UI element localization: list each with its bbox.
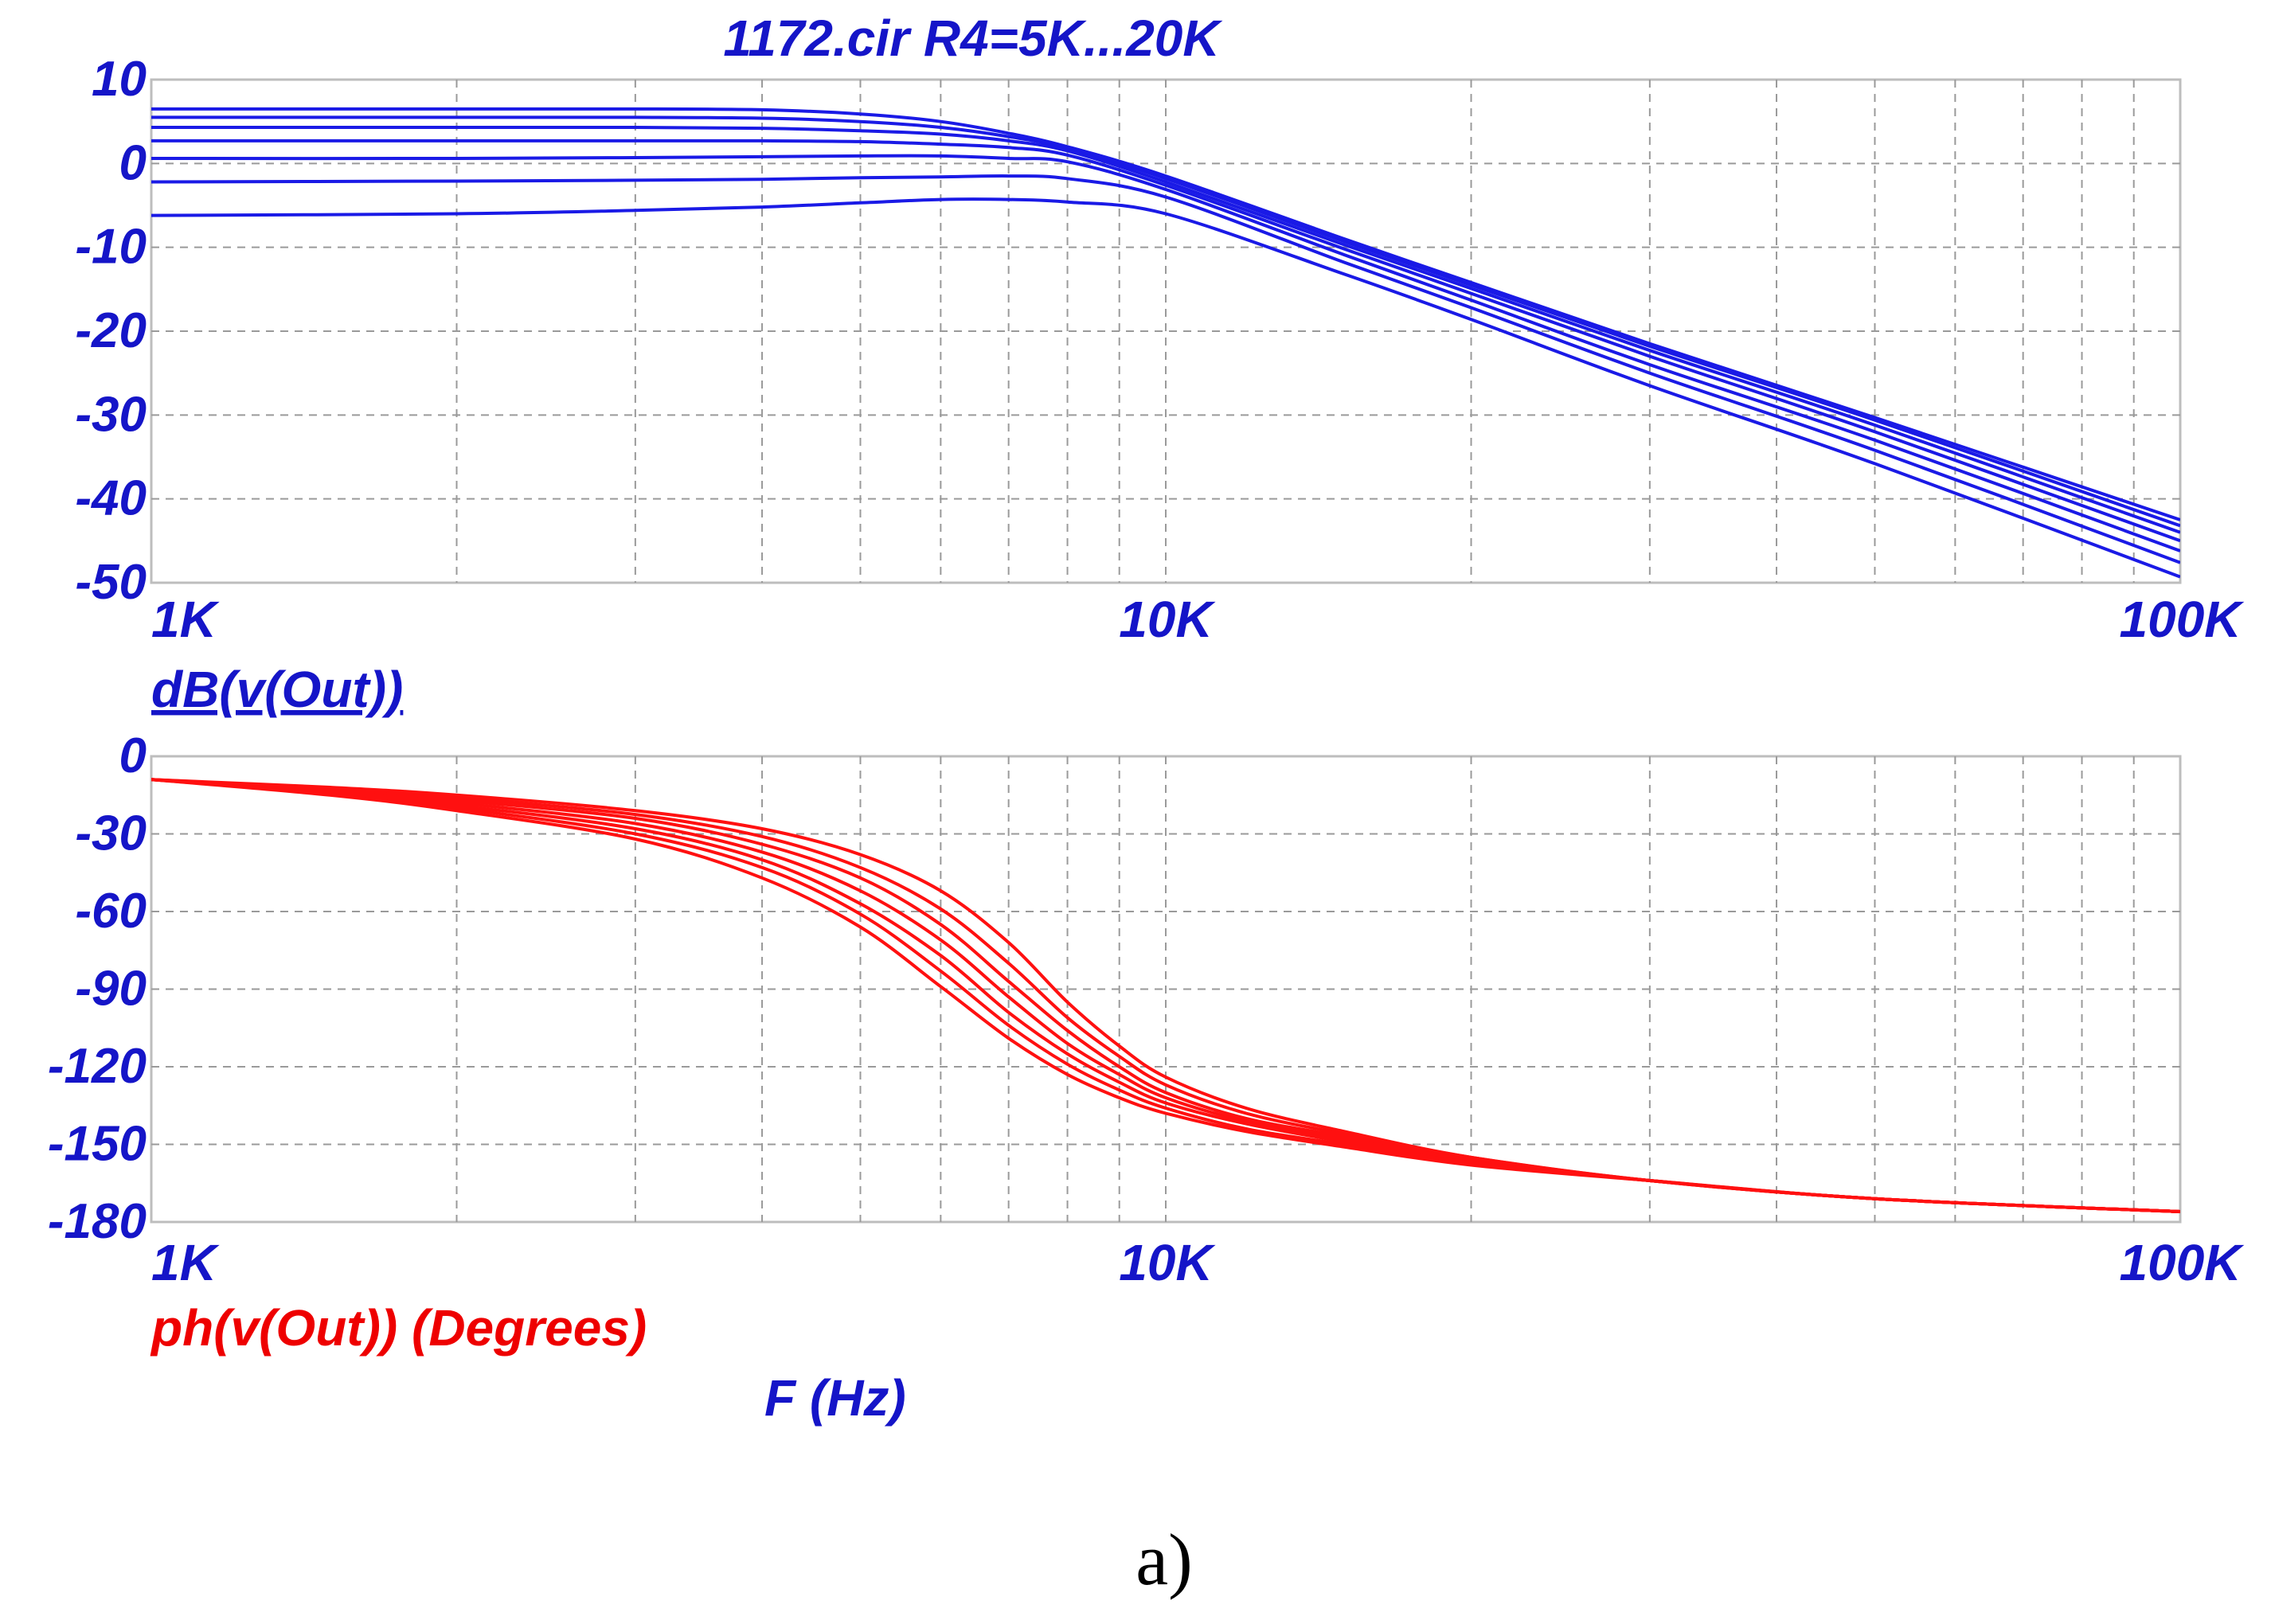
phase-ytick-label: -150 (48, 1117, 147, 1172)
figure-caption: a) (1136, 1519, 1192, 1600)
magnitude-ytick-label: -30 (75, 387, 147, 442)
magnitude-ytick-label: 0 (119, 135, 147, 190)
magnitude-series-4-line (151, 139, 2180, 543)
phase-ytick-label: -120 (48, 1039, 147, 1094)
phase-xlabel: F (Hz) (764, 1369, 906, 1427)
magnitude-ytick-label: 10 (92, 52, 147, 107)
magnitude-ylabel: dB(v(Out)) (151, 661, 403, 718)
magnitude-xtick-label: 1K (151, 591, 221, 648)
figure-title: 1172.cir R4=5K...20K (723, 10, 1223, 67)
phase-ytick-label: -90 (75, 962, 147, 1017)
magnitude-xtick-label: 10K (1119, 591, 1216, 648)
magnitude-series-2-line (151, 115, 2180, 528)
magnitude-series-6-line (151, 174, 2180, 564)
magnitude-ytick-label: -10 (75, 220, 147, 275)
phase-ytick-label: -30 (75, 806, 147, 861)
phase-xtick-label: 100K (2120, 1234, 2246, 1291)
magnitude-series-5-line (151, 154, 2180, 552)
phase-ytick-label: -180 (48, 1194, 147, 1249)
magnitude-xtick-label: 100K (2120, 591, 2246, 648)
magnitude-ytick-label: -50 (75, 555, 147, 610)
phase-ytick-label: 0 (119, 728, 147, 783)
magnitude-series-1-line (151, 107, 2180, 521)
phase-xtick-label: 10K (1119, 1234, 1216, 1291)
phase-ylabel: ph(v(Out)) (Degrees) (150, 1299, 647, 1357)
phase-series-7-line (151, 778, 2180, 1213)
magnitude-series-3-line (151, 125, 2180, 534)
phase-xtick-label: 1K (151, 1234, 221, 1291)
magnitude-series-7-line (151, 197, 2180, 579)
magnitude-ytick-label: -20 (75, 303, 147, 358)
magnitude-ytick-label: -40 (75, 471, 147, 526)
phase-ytick-label: -60 (75, 884, 147, 939)
